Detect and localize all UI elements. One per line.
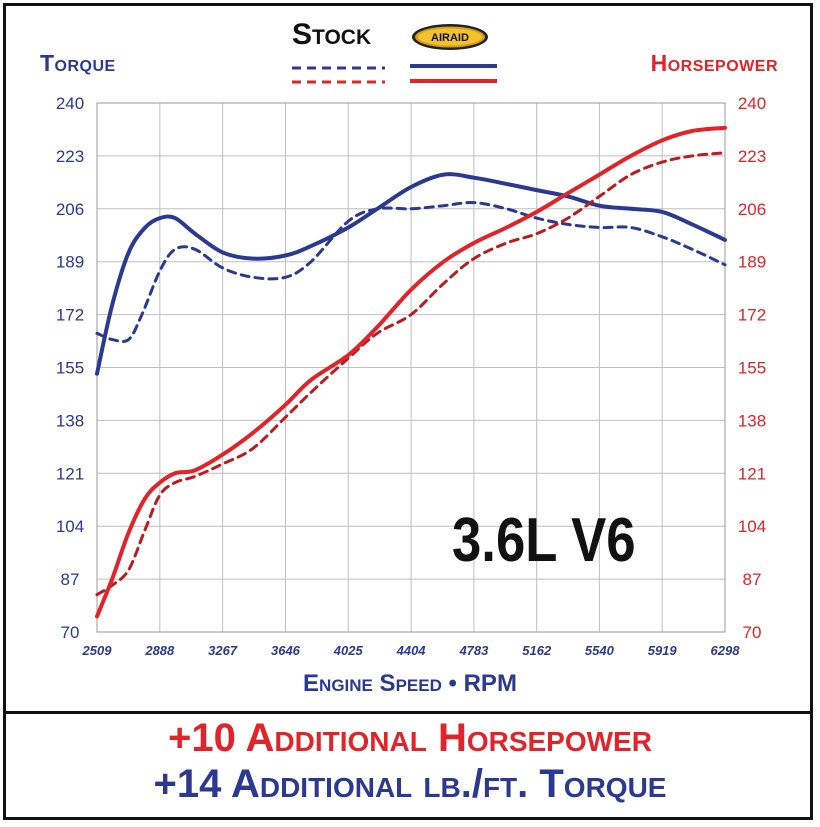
y-tick-right: 172 xyxy=(738,306,766,325)
x-tick: 4783 xyxy=(458,643,489,658)
airaid-logo: AIRAID xyxy=(412,24,488,50)
y-tick-right: 104 xyxy=(738,517,766,536)
x-tick: 4404 xyxy=(396,643,427,658)
y-tick-left: 172 xyxy=(56,306,84,325)
y-tick-right: 189 xyxy=(738,253,766,272)
x-tick: 2888 xyxy=(144,643,175,658)
y-tick-right: 155 xyxy=(738,359,766,378)
y-tick-left: 223 xyxy=(56,147,84,166)
x-tick: 5540 xyxy=(585,643,615,658)
x-tick: 4025 xyxy=(333,643,364,658)
y-tick-left: 155 xyxy=(56,359,84,378)
x-tick: 5919 xyxy=(648,643,678,658)
x-tick: 2509 xyxy=(82,643,113,658)
y-tick-right: 223 xyxy=(738,147,766,166)
y-tick-left: 87 xyxy=(61,570,80,589)
chart-frame xyxy=(3,3,813,820)
x-axis-title: Engine Speed • RPM xyxy=(303,670,517,697)
x-tick: 5162 xyxy=(522,643,552,658)
svg-text:AIRAID: AIRAID xyxy=(431,32,469,44)
airaid-horsepower-line xyxy=(95,125,727,619)
stock-horsepower-line xyxy=(95,151,727,597)
y-tick-left: 206 xyxy=(56,200,84,219)
x-tick: 6298 xyxy=(711,643,741,658)
y-tick-left: 138 xyxy=(56,411,84,430)
y-tick-right: 138 xyxy=(738,411,766,430)
x-tick: 3646 xyxy=(271,643,301,658)
y-tick-right: 87 xyxy=(743,570,762,589)
y-tick-right: 206 xyxy=(738,200,766,219)
y-tick-right: 121 xyxy=(738,464,766,483)
hp-gain-text: +10 Additional Horsepower xyxy=(168,716,652,760)
y-tick-left: 121 xyxy=(56,464,84,483)
legend-stock-label: Stock xyxy=(292,18,372,51)
engine-label: 3.6L V6 xyxy=(452,506,636,575)
y-axis-left-title: Torque xyxy=(40,50,116,76)
y-tick-right: 240 xyxy=(738,94,766,113)
stock-torque-line xyxy=(95,201,727,344)
torque-gain-text: +14 Additional lb./ft. Torque xyxy=(153,762,667,806)
dyno-chart: 240 240 223 223 206 206 189 189 172 172 155 155 138 1… xyxy=(56,64,766,658)
y-tick-left: 240 xyxy=(56,94,84,113)
y-tick-left: 70 xyxy=(61,623,80,642)
x-tick: 3267 xyxy=(208,643,238,658)
y-tick-left: 104 xyxy=(56,517,84,536)
y-tick-right: 70 xyxy=(743,623,762,642)
footer-divider xyxy=(6,711,810,714)
y-tick-left: 189 xyxy=(56,253,84,272)
airaid-torque-line xyxy=(95,172,727,376)
y-axis-right-title: Horsepower xyxy=(650,50,778,76)
